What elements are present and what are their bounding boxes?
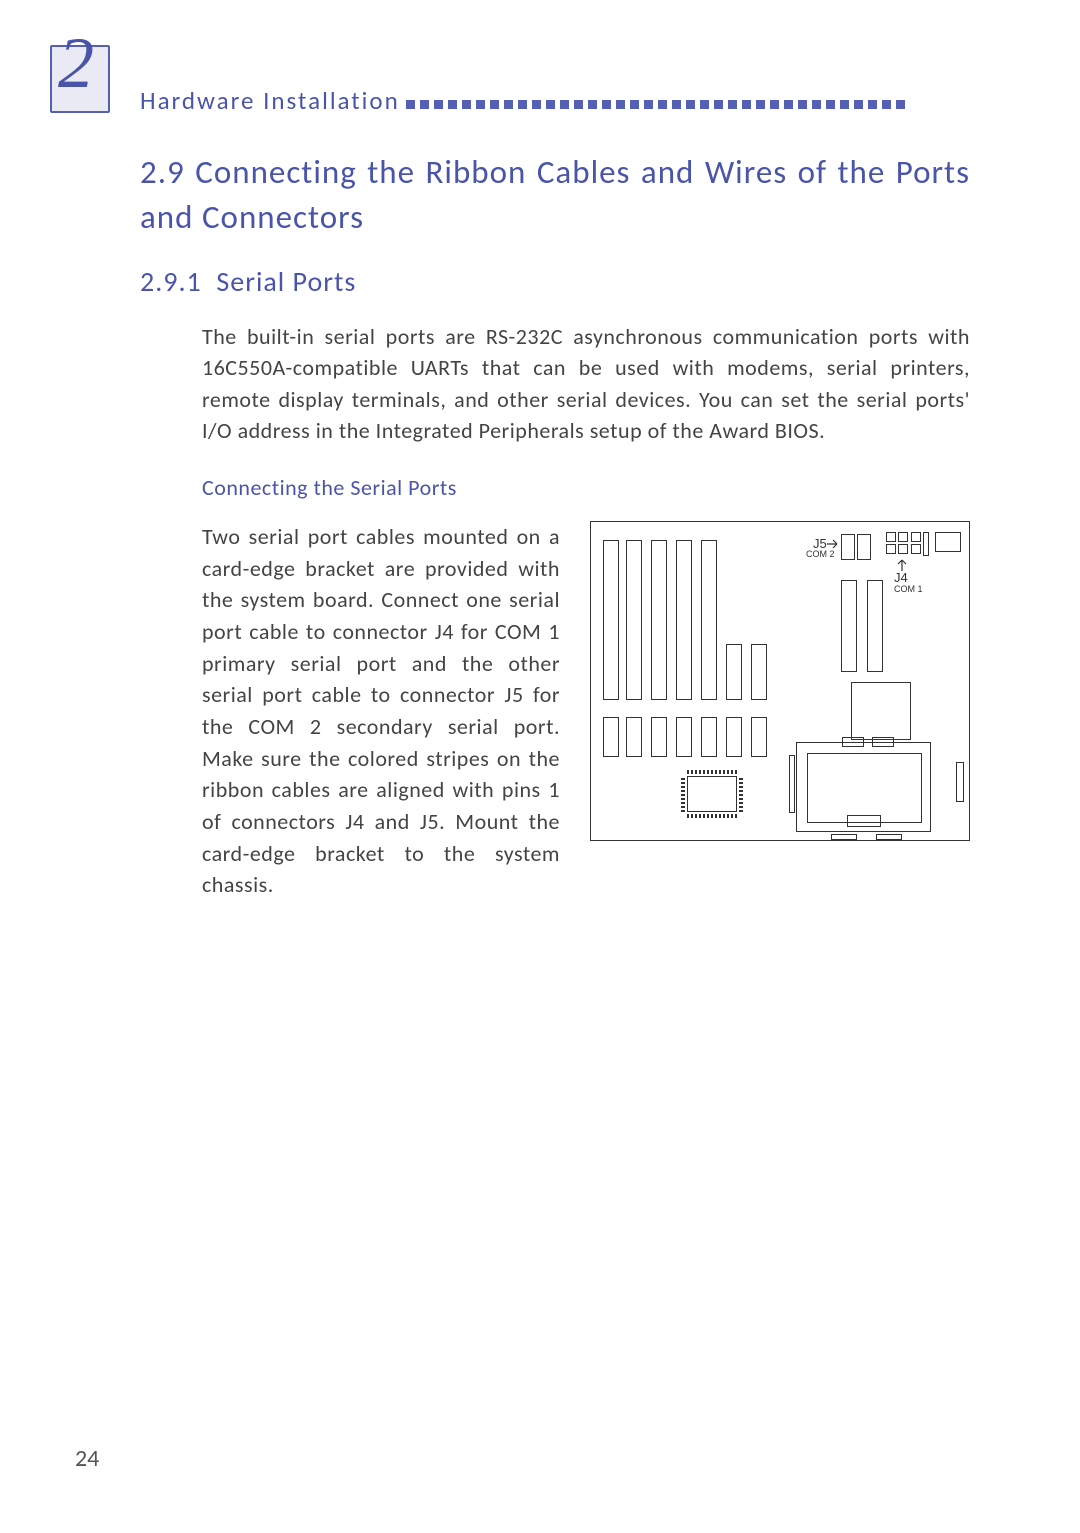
header-dot: [742, 100, 751, 109]
paragraph-1: The built-in serial ports are RS-232C as…: [202, 321, 970, 446]
diagram-shape: [751, 717, 767, 757]
header-dot: [896, 100, 905, 109]
header-dot: [728, 100, 737, 109]
label-j4: J4: [894, 570, 908, 585]
diagram-shape: [911, 544, 921, 554]
header-dot: [630, 100, 639, 109]
arrow-j5-icon: [827, 539, 841, 549]
subsection-number: 2.9.1: [140, 264, 202, 299]
diagram-shape: [603, 540, 619, 700]
header-dot: [700, 100, 709, 109]
diagram-shape: [676, 717, 692, 757]
header-dots: [406, 100, 905, 109]
header-dot: [868, 100, 877, 109]
header-dot: [406, 100, 415, 109]
diagram-shape: [796, 742, 931, 832]
header-dot: [420, 100, 429, 109]
diagram-shape: [676, 540, 692, 700]
header-dot: [574, 100, 583, 109]
diagram-shape: [651, 717, 667, 757]
header-dot: [532, 100, 541, 109]
diagram-shape: [651, 540, 667, 700]
running-header: Hardware Installation: [140, 85, 905, 116]
section-title: 2.9 Connecting the Ribbon Cables and Wir…: [140, 150, 970, 239]
diagram-shape: [867, 580, 883, 672]
header-dot: [504, 100, 513, 109]
arrow-j4-icon: [897, 557, 907, 571]
header-title: Hardware Installation: [140, 85, 400, 116]
content-area: 2.9 Connecting the Ribbon Cables and Wir…: [140, 150, 970, 901]
label-com1: COM 1: [894, 584, 923, 594]
header-dot: [812, 100, 821, 109]
diagram-shape: [831, 834, 857, 840]
diagram-shape: [886, 532, 896, 542]
header-dot: [770, 100, 779, 109]
header-dot: [714, 100, 723, 109]
two-column-row: Two serial port cables mounted on a card…: [202, 521, 970, 901]
header-dot: [756, 100, 765, 109]
diagram-shape: [726, 717, 742, 757]
header-dot: [518, 100, 527, 109]
header-dot: [840, 100, 849, 109]
diagram-shape: [886, 544, 896, 554]
diagram-shape: [911, 532, 921, 542]
header-dot: [644, 100, 653, 109]
diagram-shape: [923, 532, 929, 556]
diagram-shape: [701, 717, 717, 757]
chapter-number: 2: [58, 22, 94, 105]
diagram-shape: [898, 544, 908, 554]
page-number: 24: [75, 1444, 99, 1473]
diagram-shape: [681, 770, 743, 818]
header-dot: [602, 100, 611, 109]
diagram-shape: [626, 540, 642, 700]
header-dot: [448, 100, 457, 109]
diagram-shape: [603, 717, 619, 757]
diagram-shape: [935, 532, 961, 552]
header-dot: [476, 100, 485, 109]
header-dot: [854, 100, 863, 109]
header-dot: [546, 100, 555, 109]
header-dot: [560, 100, 569, 109]
subsection-title: 2.9.1 Serial Ports: [140, 264, 970, 299]
header-dot: [882, 100, 891, 109]
label-com2: COM 2: [806, 549, 835, 559]
diagram-shape: [726, 644, 742, 700]
sub-heading: Connecting the Serial Ports: [202, 474, 970, 501]
header-dot: [462, 100, 471, 109]
motherboard-diagram: J5 COM 2 J4 COM 1: [590, 521, 970, 841]
header-dot: [490, 100, 499, 109]
diagram-shape: [751, 644, 767, 700]
header-dot: [434, 100, 443, 109]
header-dot: [826, 100, 835, 109]
paragraph-2: Two serial port cables mounted on a card…: [202, 521, 560, 901]
section-number: 2.9: [140, 152, 185, 192]
diagram-shape: [626, 717, 642, 757]
header-dot: [658, 100, 667, 109]
header-dot: [686, 100, 695, 109]
header-dot: [798, 100, 807, 109]
diagram-shape: [851, 682, 911, 740]
diagram-shape: [876, 834, 902, 840]
diagram-shape: [701, 540, 717, 700]
diagram-shape: [956, 762, 964, 802]
diagram-shape: [841, 580, 857, 672]
header-dot: [588, 100, 597, 109]
header-dot: [672, 100, 681, 109]
diagram-shape: [857, 534, 871, 560]
diagram-shape: [841, 534, 855, 560]
header-dot: [616, 100, 625, 109]
subsection-title-text: Serial Ports: [216, 264, 356, 299]
diagram-shape: [898, 532, 908, 542]
header-dot: [784, 100, 793, 109]
section-title-text: Connecting the Ribbon Cables and Wires o…: [140, 152, 970, 237]
